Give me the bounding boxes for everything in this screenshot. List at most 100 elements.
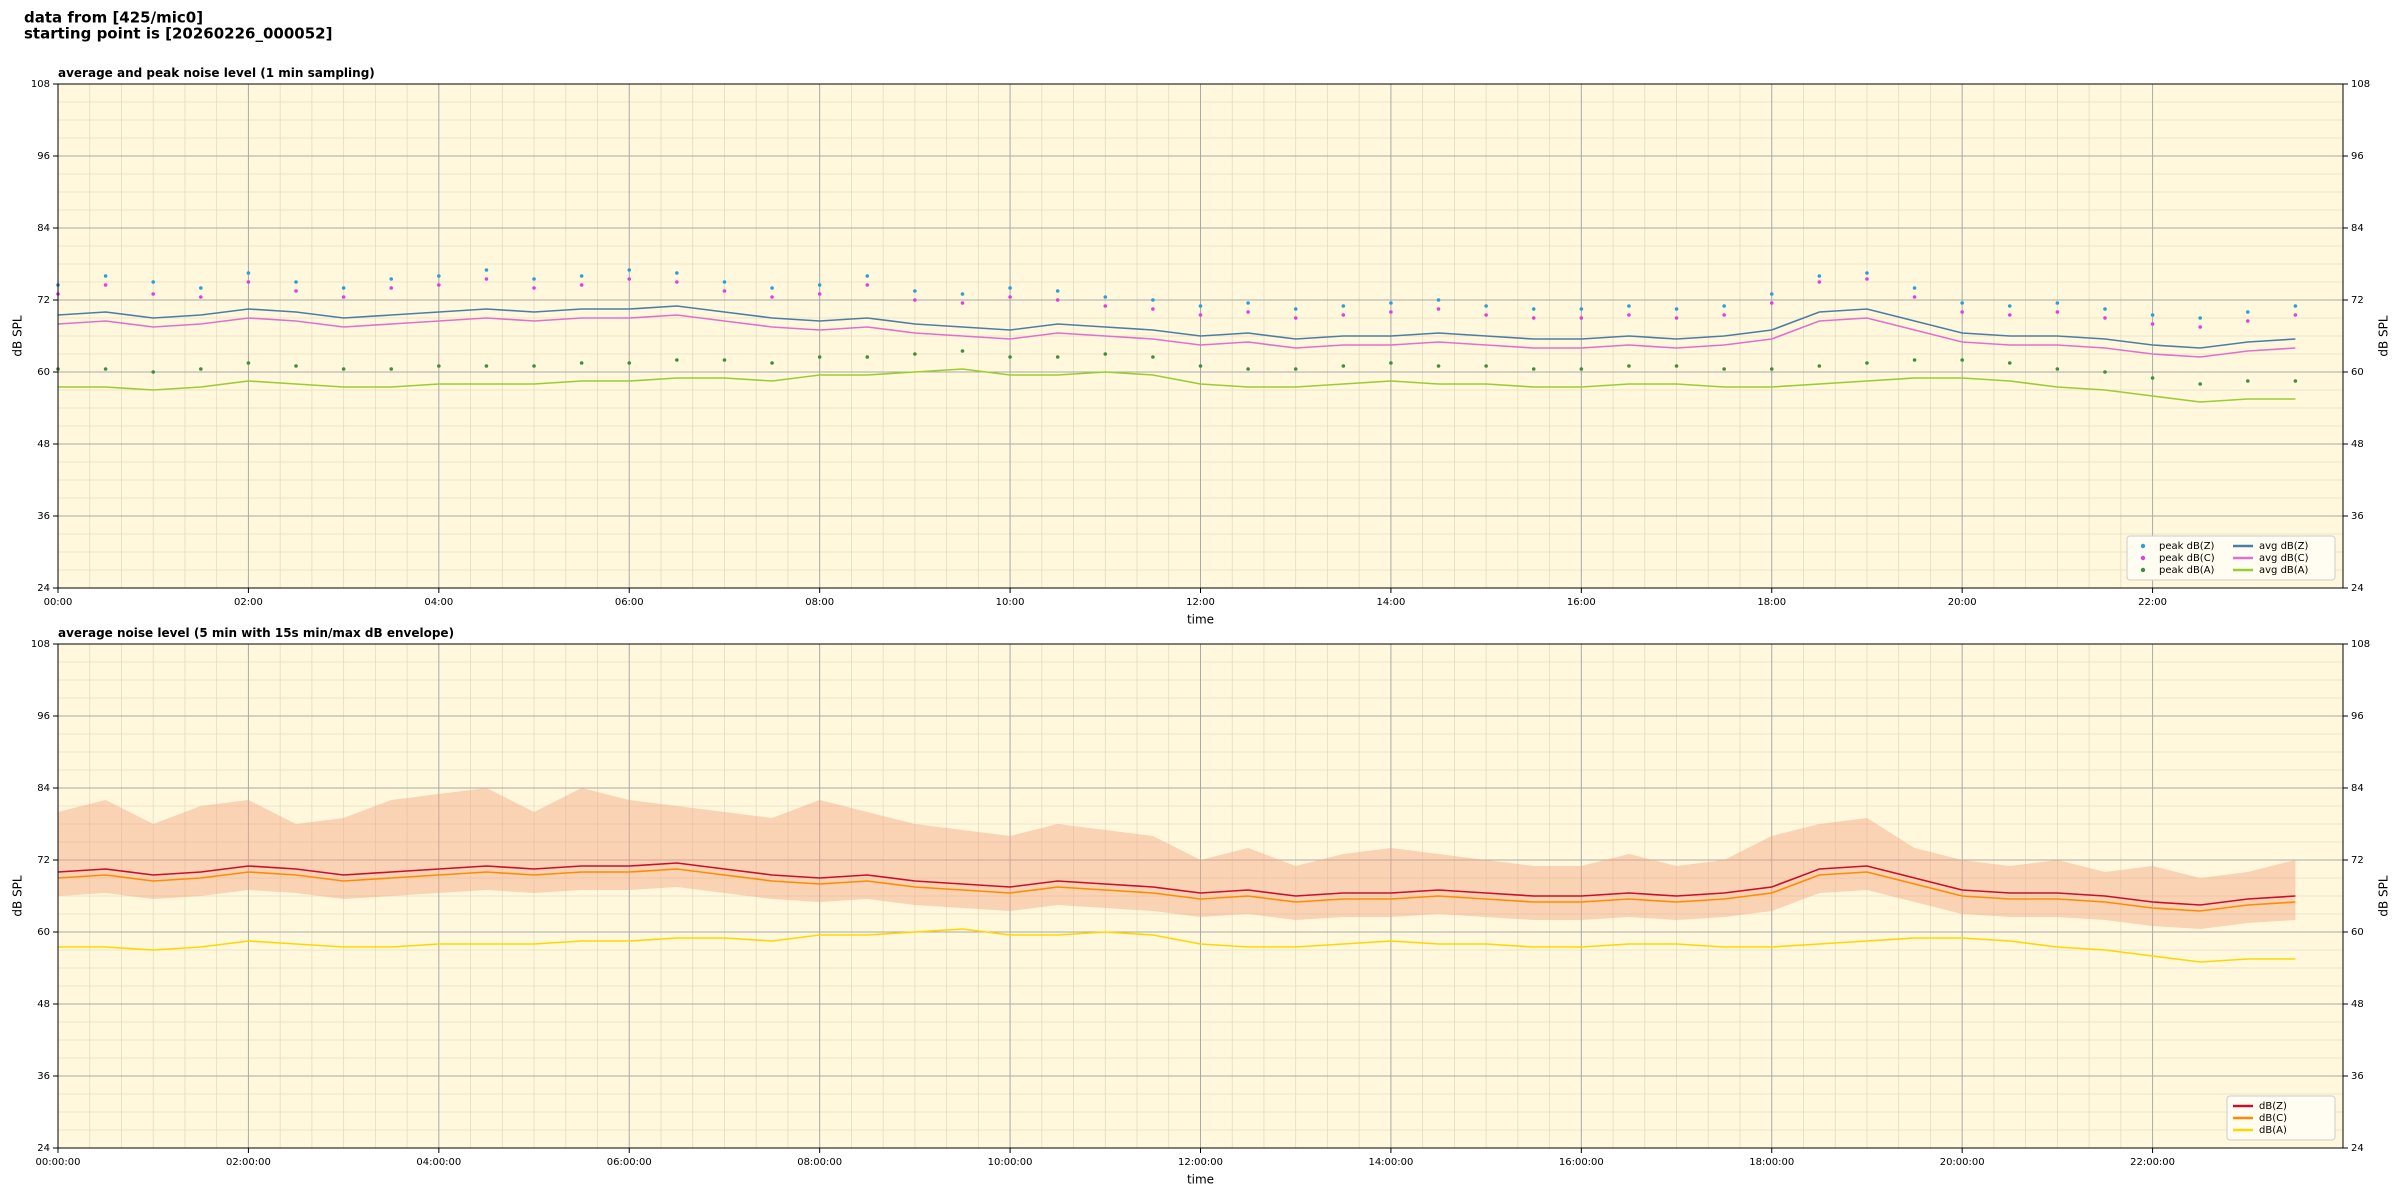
peak-point	[1627, 304, 1631, 308]
panel-title: average noise level (5 min with 15s min/…	[58, 626, 454, 640]
plot-frame	[57, 83, 2344, 589]
peak-point	[2293, 304, 2298, 308]
y-tick-label: 48	[37, 999, 50, 1010]
peak-point	[1484, 364, 1488, 368]
peak-point	[294, 280, 298, 284]
peak-point	[1151, 298, 1155, 302]
peak-point	[2245, 379, 2250, 383]
peak-point	[2245, 310, 2250, 314]
peak-point	[1103, 295, 1108, 299]
peak-point	[1912, 295, 1917, 299]
x-tick-label: 08:00	[805, 597, 834, 608]
series-line	[58, 928, 2296, 963]
panel: average and peak noise level (1 min samp…	[11, 66, 2391, 627]
legend-box	[2126, 535, 2336, 581]
peak-point	[817, 355, 822, 359]
y-tick-label: 96	[37, 151, 50, 162]
y2-tick-label: 60	[2351, 367, 2364, 378]
peak-point	[1484, 313, 1488, 317]
x-tick-label: 18:00:00	[1749, 1157, 1794, 1168]
legend-label: dB(C)	[2259, 1113, 2287, 1124]
peak-point	[1769, 292, 1774, 296]
peak-point	[865, 355, 870, 359]
y2-tick-label: 60	[2351, 927, 2364, 938]
peak-point	[960, 292, 965, 296]
x-tick-label: 08:00:00	[797, 1157, 842, 1168]
peak-point	[294, 364, 298, 368]
y-tick-label: 48	[37, 439, 50, 450]
panel-title: average and peak noise level (1 min samp…	[58, 66, 375, 80]
peak-point	[246, 361, 251, 365]
x-tick-label: 14:00	[1377, 597, 1406, 608]
legend-label: dB(A)	[2259, 1125, 2287, 1136]
peak-point	[532, 277, 536, 281]
peak-point	[1436, 364, 1441, 368]
x-tick-label: 00:00:00	[36, 1157, 81, 1168]
peak-point	[1960, 301, 1964, 305]
peak-point	[1103, 304, 1108, 308]
x-tick-label: 16:00:00	[1559, 1157, 1604, 1168]
peak-point	[1531, 316, 1536, 320]
x-tick-label: 20:00	[1948, 597, 1977, 608]
plot-area	[57, 788, 2296, 963]
legend-label: avg dB(A)	[2259, 565, 2309, 576]
y2-tick-label: 24	[2351, 583, 2364, 594]
peak-point	[532, 364, 536, 368]
legend-label: peak dB(Z)	[2159, 541, 2215, 552]
peak-point	[1674, 307, 1679, 311]
peak-point	[1341, 304, 1346, 308]
peak-point	[1008, 295, 1012, 299]
peak-point	[770, 286, 774, 290]
peak-point	[2103, 316, 2107, 320]
peak-point	[341, 286, 346, 290]
panel: average noise level (5 min with 15s min/…	[11, 626, 2391, 1187]
peak-point	[1484, 304, 1488, 308]
x-tick-label: 22:00:00	[2130, 1157, 2175, 1168]
y-tick-label: 24	[37, 1143, 50, 1154]
peak-point	[579, 361, 584, 365]
y2-axis-label: dB SPL	[2377, 315, 2391, 357]
peak-point	[1769, 301, 1774, 305]
peak-point	[1722, 367, 1726, 371]
peak-point	[2055, 301, 2060, 305]
y2-tick-label: 48	[2351, 999, 2364, 1010]
legend-label: avg dB(C)	[2259, 553, 2309, 564]
peak-point	[1341, 313, 1346, 317]
peak-point	[2103, 370, 2107, 374]
peak-point	[1246, 301, 1250, 305]
peak-point	[1293, 367, 1298, 371]
peak-point	[389, 286, 394, 290]
peak-point	[1531, 367, 1536, 371]
peak-point	[103, 367, 108, 371]
peak-point	[1865, 277, 1869, 281]
y2-tick-label: 96	[2351, 151, 2364, 162]
peak-point	[627, 361, 632, 365]
x-tick-label: 04:00	[424, 597, 453, 608]
x-tick-label: 06:00	[615, 597, 644, 608]
peak-point	[151, 280, 156, 284]
peak-point	[246, 280, 251, 284]
peak-point	[199, 367, 203, 371]
x-axis-label: time	[1187, 1173, 1214, 1187]
peak-point	[1103, 352, 1108, 356]
peak-point	[817, 292, 822, 296]
y-tick-label: 96	[37, 711, 50, 722]
peak-point	[1674, 316, 1679, 320]
y2-tick-label: 108	[2351, 79, 2370, 90]
peak-point	[722, 280, 727, 284]
peak-point	[1055, 298, 1060, 302]
peak-point	[2007, 361, 2012, 365]
series-line	[57, 862, 2296, 906]
peak-point	[2055, 367, 2060, 371]
legend-label: peak dB(C)	[2159, 553, 2215, 564]
legend-label: dB(Z)	[2259, 1101, 2287, 1112]
peak-point	[2293, 379, 2298, 383]
peak-point	[1389, 310, 1393, 314]
peak-point	[913, 298, 917, 302]
peak-point	[294, 289, 298, 293]
peak-point	[675, 271, 679, 275]
peak-point	[484, 268, 489, 272]
peak-point	[1722, 304, 1726, 308]
peak-point	[1579, 307, 1584, 311]
